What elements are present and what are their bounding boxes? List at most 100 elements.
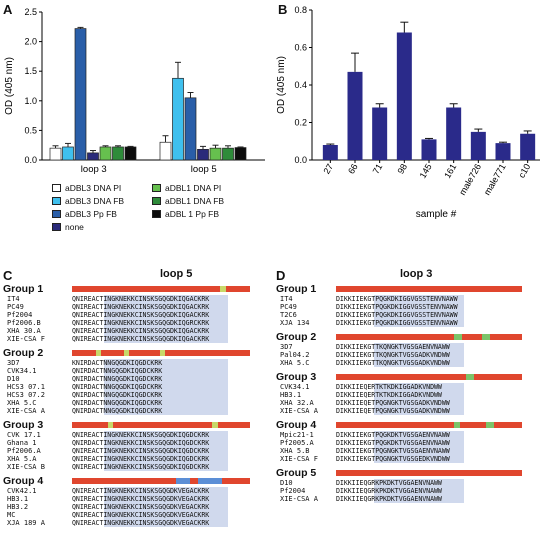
y-axis-label-b: OD (405 nm) xyxy=(276,56,287,114)
bar-b xyxy=(347,71,363,160)
sequence-name: Ghana 1 xyxy=(7,439,37,447)
panel-label-d: D xyxy=(276,268,286,283)
legend-swatch xyxy=(152,210,161,218)
y-tick-label-a: 0.5 xyxy=(24,125,37,135)
x-tick-label-b: 66 xyxy=(346,162,360,176)
sequence-name: CVK 17.1 xyxy=(7,431,41,439)
sequence: DIKKIIEQGRKPKDKTVGGAENVNAWW xyxy=(336,479,442,487)
sequence: DIKKIIEKGTTKQNGKTVGSGADKVNDWW xyxy=(336,359,450,367)
sequence: DIKKIIEKGTPQGKDKIGGVGSSTENVNAWW xyxy=(336,319,458,327)
bar-a xyxy=(234,147,247,161)
sequence: QNIRDACTNNGQGDKIQGDCKRK xyxy=(72,399,163,407)
consensus-bar xyxy=(336,334,522,340)
sequence-name: HCS3 07.2 xyxy=(7,391,45,399)
sequence-name: IT4 xyxy=(280,295,293,303)
sequence: DIKKIIEQETPQGNGKTVGSGADKVNDWW xyxy=(336,407,450,415)
y-axis-label-a: OD (405 nm) xyxy=(4,57,15,115)
sequence: QNIRDACTINGKNEKKCINSKSGQGDKIQGDCKRK xyxy=(72,439,210,447)
consensus-bar xyxy=(336,422,522,428)
sequence-name: D10 xyxy=(7,375,20,383)
x-axis-label-b: sample # xyxy=(416,209,457,220)
bar-b xyxy=(421,139,437,160)
sequence-name: XIE-CSA A xyxy=(280,495,318,503)
y-tick-label-b: 0.4 xyxy=(294,80,307,90)
sequence: QNIREACTINGKNEKKCINSKSGQGDKIQGRCKRK xyxy=(72,319,210,327)
legend-swatch xyxy=(152,184,161,192)
y-tick-label-a: 2.5 xyxy=(24,7,37,17)
consensus-bar xyxy=(72,478,250,484)
sequence-name: XIE-CSA F xyxy=(280,455,318,463)
panel-d-title: loop 3 xyxy=(400,268,433,280)
bar-a xyxy=(112,146,124,161)
sequence-name: Pf2004 xyxy=(7,311,33,319)
sequence-name: XHA 5.C xyxy=(280,359,310,367)
x-tick-label-b: male771 xyxy=(482,162,508,197)
sequence: DIKKIIEKGTPQGNGKTVGSGAENVNAWW xyxy=(336,447,450,455)
sequence-name: IT4 xyxy=(7,295,20,303)
consensus-bar xyxy=(336,374,522,380)
x-category-label-a: loop 3 xyxy=(81,164,107,175)
y-tick-label-a: 1.5 xyxy=(24,66,37,76)
x-tick-label-b: c10 xyxy=(516,162,532,180)
legend-swatch xyxy=(52,210,61,218)
conservation-accent xyxy=(482,334,490,340)
legend-swatch xyxy=(152,197,161,205)
chart-a: 0.0 0.5 1.0 1.5 2.0 2.5 OD (405 nm) loop 3 loop … xyxy=(4,7,265,175)
legend-label: aDBL3 DNA PI xyxy=(65,183,122,193)
conservation-accent xyxy=(466,374,474,380)
legend-swatch xyxy=(52,197,61,205)
bar-a xyxy=(74,28,87,161)
sequence-name: Pf2004 xyxy=(280,487,306,495)
x-category-label-a: loop 5 xyxy=(191,164,217,175)
bar-b xyxy=(396,32,412,160)
sequence: QNIREACTINGKNEKKCINSKSGQGDKVEGACKRK xyxy=(72,519,210,527)
sequence-name: XIE-CSA A xyxy=(7,407,45,415)
conservation-accent xyxy=(108,422,113,428)
sequence: DIKKIIEKGTTKQNGKTVGSGADKVNDWW xyxy=(336,351,450,359)
sequence-name: XIE-CSA F xyxy=(7,335,45,343)
bar-a xyxy=(62,146,74,161)
y-tick-label-a: 0.0 xyxy=(24,155,37,165)
legend-label: aDBL1 DNA FB xyxy=(165,196,225,206)
sequence: DIKKIIEQETPQGNGKTVGSGADKVNDWW xyxy=(336,399,450,407)
bar-a xyxy=(172,77,184,161)
x-tick-label-b: male726 xyxy=(457,162,483,197)
legend-item: aDBL3 DNA FB xyxy=(52,196,124,206)
y-tick-label-a: 2.0 xyxy=(24,37,37,47)
sequence-name: HB3.1 xyxy=(7,495,29,503)
group-title: Group 3 xyxy=(276,371,317,383)
conservation-accent xyxy=(96,350,101,356)
conservation-accent xyxy=(176,478,190,484)
sequence: QNIREACTINGKNEKKCINSKSGQGDKVEGACKRK xyxy=(72,503,210,511)
bar-b xyxy=(470,131,486,160)
consensus-bar xyxy=(72,286,250,292)
consensus-bar xyxy=(72,422,250,428)
legend-swatch xyxy=(52,223,61,231)
y-tick-label-b: 0.6 xyxy=(294,43,307,53)
group-title: Group 1 xyxy=(3,283,44,295)
panel-label-a: A xyxy=(3,2,13,17)
bar-b xyxy=(520,133,536,160)
sequence: QNIRDACTNNGQGDKIQGDCKRK xyxy=(72,407,163,415)
sequence: DIKKIIEKGTPQGKDKIGGVGSSTENVNAWW xyxy=(336,303,458,311)
sequence-name: Pal04.2 xyxy=(280,351,310,359)
legend-item: aDBL3 DNA PI xyxy=(52,183,121,193)
x-tick-label-b: 27 xyxy=(321,162,335,176)
sequence-name: XHA 5.B xyxy=(280,447,310,455)
sequence-name: Pf2005.A xyxy=(280,439,314,447)
panel-c-title: loop 5 xyxy=(160,268,193,280)
sequence-name: PC49 xyxy=(7,303,24,311)
sequence-name: XJA 189 A xyxy=(7,519,45,527)
sequence-name: 3D7 xyxy=(280,343,293,351)
sequence-name: CVK34.1 xyxy=(280,383,310,391)
bar-a xyxy=(124,146,137,161)
sequence-name: CVK42.1 xyxy=(7,487,37,495)
legend-item: aDBL3 Pp FB xyxy=(52,209,117,219)
sequence: QNIRDACTNNGQGDKIQGDCKRK xyxy=(72,375,163,383)
group-title: Group 4 xyxy=(276,419,317,431)
sequence: QNIRDACTNNGQGDKIQGDCKRK xyxy=(72,367,163,375)
sequence-name: T2C6 xyxy=(280,311,297,319)
sequence-name: XHA 5.C xyxy=(7,399,37,407)
sequence: QNIRDACTNNGQGDKIQGDCKRK xyxy=(72,383,163,391)
conservation-accent xyxy=(220,286,226,292)
